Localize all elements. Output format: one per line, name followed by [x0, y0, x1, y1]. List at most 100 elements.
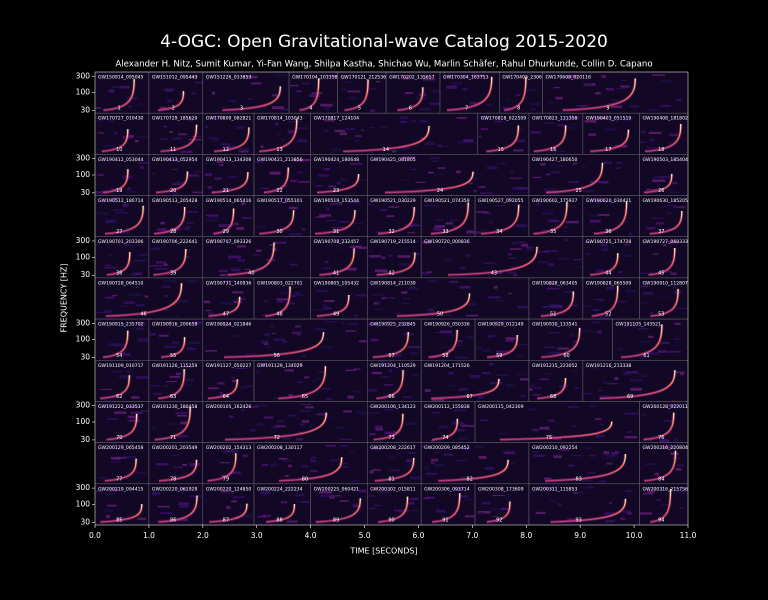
noise	[173, 466, 183, 468]
noise	[175, 427, 185, 430]
noise	[438, 425, 448, 429]
noise	[187, 118, 194, 121]
chirp	[315, 498, 361, 523]
chirp	[591, 285, 619, 317]
event-number: 32	[388, 229, 394, 235]
noise	[672, 445, 681, 448]
noise	[649, 352, 658, 356]
noise	[374, 308, 384, 310]
event-name: GW200201_203549	[152, 445, 198, 451]
noise	[571, 425, 577, 428]
noise	[649, 138, 655, 142]
event-number: 84	[658, 476, 664, 482]
noise	[256, 423, 264, 426]
noise	[480, 419, 489, 422]
noise	[207, 387, 219, 390]
event-name: GW170727_010430	[98, 116, 144, 122]
noise	[124, 244, 135, 246]
chart-title: 4-OGC: Open Gravitational-wave Catalog 2…	[160, 32, 608, 52]
event-number: 73	[388, 435, 394, 441]
panel: GW190828_065509 52	[582, 277, 640, 320]
noise	[571, 370, 578, 372]
noise	[322, 304, 328, 308]
noise	[186, 279, 198, 283]
chirp	[541, 327, 581, 358]
panel: GW190421_213856 22	[253, 154, 314, 196]
noise	[321, 307, 328, 310]
noise	[422, 240, 431, 244]
noise	[437, 167, 446, 169]
event-number: 72	[274, 435, 280, 441]
chirp	[227, 242, 275, 276]
noise	[438, 144, 442, 147]
event-name: GW191109_010717	[98, 363, 144, 369]
noise	[652, 179, 666, 183]
noise	[568, 464, 575, 467]
noise	[465, 515, 477, 518]
noise	[227, 450, 238, 453]
noise	[177, 228, 191, 231]
noise	[545, 373, 552, 375]
event-name: GW190517_055101	[257, 198, 303, 204]
noise	[335, 239, 346, 241]
noise	[409, 351, 419, 355]
noise	[381, 256, 386, 259]
noise	[496, 321, 507, 323]
noise	[137, 103, 142, 106]
noise	[567, 406, 580, 409]
noise	[277, 299, 283, 303]
noise	[95, 107, 101, 109]
event-number: 78	[170, 476, 176, 482]
noise	[127, 415, 138, 419]
x-tick-label: 0.0	[89, 531, 101, 540]
noise	[312, 379, 316, 382]
panel: GW190412_053044 19	[94, 154, 150, 196]
noise	[548, 499, 557, 502]
event-name: GW190527_092055	[478, 198, 524, 204]
noise	[666, 212, 672, 215]
noise	[232, 291, 244, 294]
noise	[581, 338, 585, 341]
event-name: GW170202_135657	[389, 75, 435, 81]
noise	[177, 414, 187, 417]
noise	[459, 286, 470, 289]
noise	[186, 76, 194, 79]
noise	[547, 263, 555, 267]
noise	[484, 467, 495, 470]
event-number: 83	[576, 476, 582, 482]
noise	[458, 388, 470, 390]
noise	[542, 212, 554, 215]
noise	[462, 88, 468, 91]
panel: GW190803_022701 48	[253, 277, 311, 320]
noise	[113, 343, 126, 347]
noise	[573, 492, 578, 494]
event-name: GW190602_175927	[532, 198, 578, 204]
noise	[509, 170, 515, 173]
noise	[137, 337, 148, 340]
event-number: 90	[388, 518, 394, 524]
noise	[588, 133, 596, 136]
noise	[431, 160, 439, 162]
noise	[205, 309, 212, 312]
noise	[476, 211, 489, 213]
y-tick-label: 100	[76, 417, 91, 426]
event-number: 10	[116, 147, 122, 153]
noise	[369, 432, 376, 436]
event-number: 62	[116, 394, 122, 400]
panel: GW191204_110529 66	[366, 360, 422, 402]
noise	[449, 280, 459, 283]
noise	[427, 171, 434, 174]
panel: GW191109_010717 62	[94, 360, 150, 402]
noise	[105, 515, 110, 518]
noise	[166, 380, 178, 383]
chirp	[431, 378, 500, 400]
event-name: GW170817_124104	[314, 116, 360, 122]
noise	[349, 185, 360, 188]
noise	[535, 511, 546, 515]
noise	[545, 173, 551, 176]
noise	[210, 116, 224, 119]
noise	[355, 179, 367, 181]
event-name: GW191215_223052	[532, 363, 578, 369]
event-name: GW170403_230611	[502, 75, 548, 81]
noise	[532, 451, 539, 453]
